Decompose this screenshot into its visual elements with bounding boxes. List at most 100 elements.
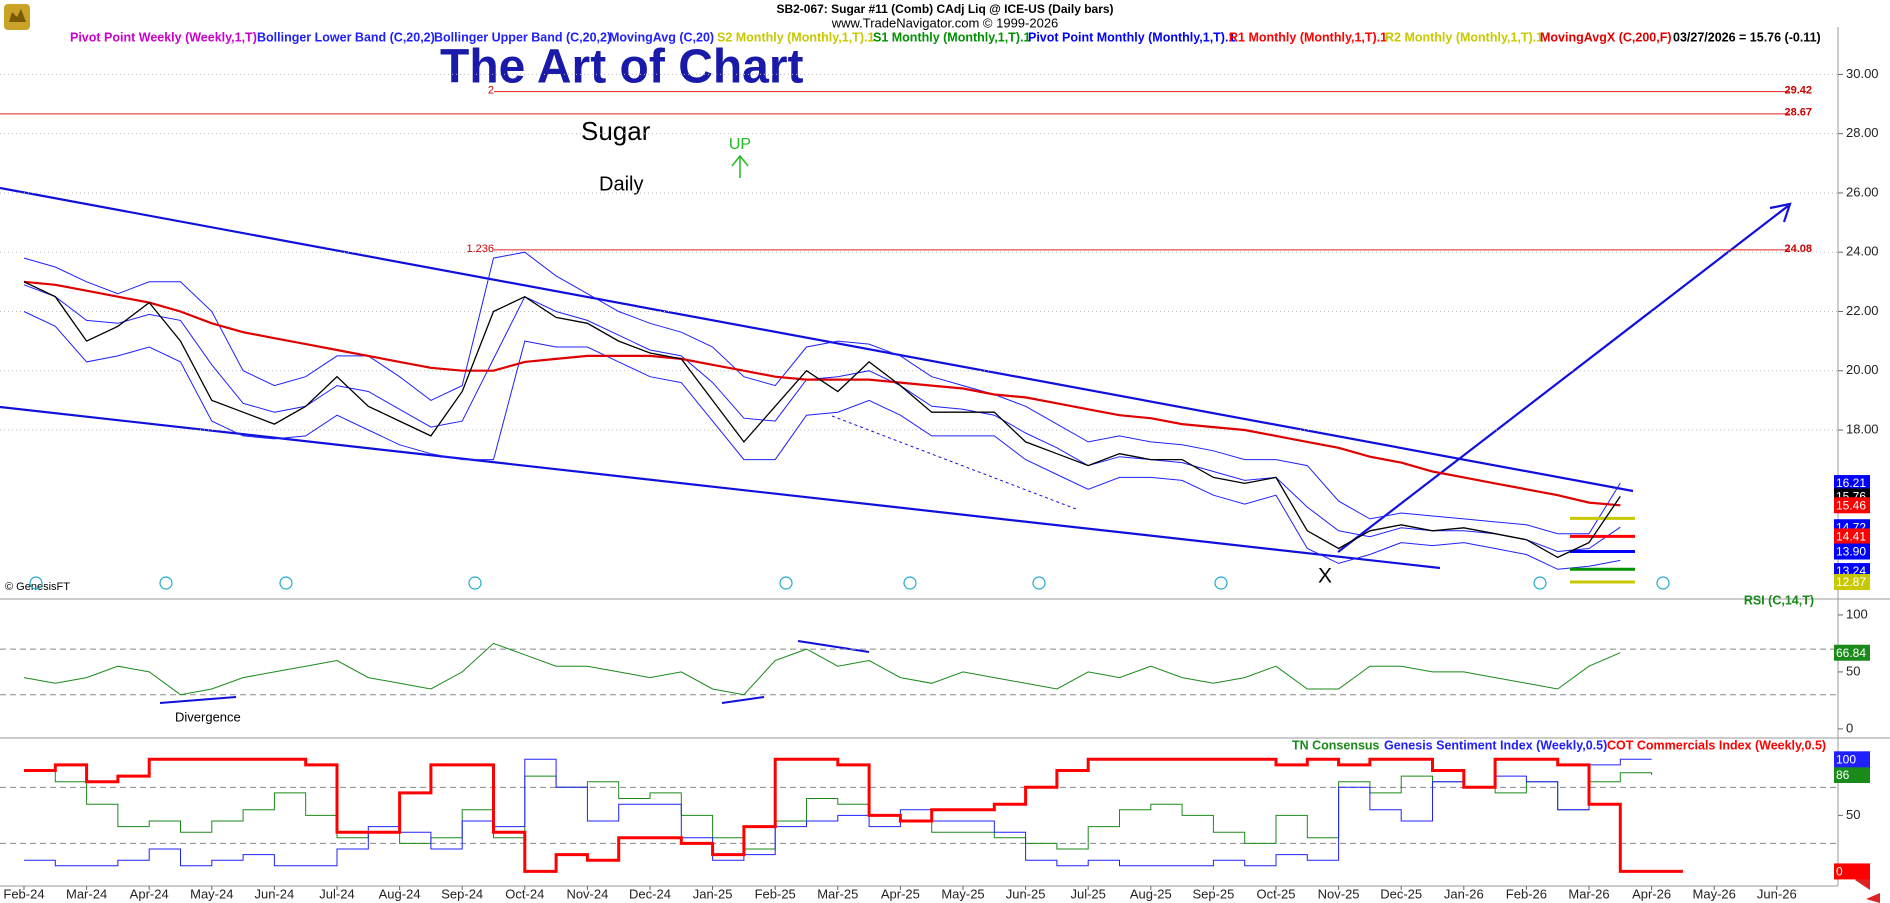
divergence-label: Divergence	[175, 709, 241, 724]
x-tick-label: Apr-25	[881, 886, 920, 901]
x-tick-label: Mar-25	[817, 886, 858, 901]
last-value-tag: 0	[1836, 865, 1843, 879]
indicator-line	[23, 251, 1621, 535]
last-value-tag-box	[1834, 863, 1870, 880]
x-tick-label: Nov-25	[1318, 886, 1360, 901]
price-tag-box	[1834, 574, 1870, 591]
sentiment-line	[24, 758, 1652, 867]
indicator-line	[23, 311, 1621, 570]
y-tick-label: 22.00	[1846, 303, 1879, 318]
x-tick-label: Dec-25	[1380, 886, 1422, 901]
trendlines	[0, 186, 1792, 570]
last-value-tag: 66.84	[1836, 646, 1866, 660]
price-tag: 13.90	[1836, 545, 1866, 559]
sentiment-line	[24, 757, 1683, 873]
x-tick-label: Mar-26	[1568, 886, 1609, 901]
price-tag-box	[1834, 528, 1870, 545]
x-tick-label: May-24	[190, 886, 233, 901]
panel-title: RSI (C,14,T)	[1744, 593, 1814, 607]
pivot-mark: X	[1318, 565, 1332, 588]
x-tick-label: May-25	[941, 886, 984, 901]
trendline-dashed	[831, 415, 1077, 510]
y-tick-label: 18.00	[1846, 421, 1879, 436]
legend-item: R1 Monthly (Monthly,1,T).1	[1229, 30, 1387, 44]
period-label: Daily	[599, 173, 643, 195]
x-tick-label: Feb-25	[755, 886, 796, 901]
price-line	[23, 281, 1621, 559]
rsi-line	[23, 642, 1621, 696]
legend-item: MovingAvgX (C,200,F)	[1540, 30, 1672, 44]
x-tick-label: Jul-24	[319, 886, 354, 901]
divergence-lines	[159, 640, 870, 704]
y-tick-label: 30.00	[1846, 66, 1879, 81]
x-tick-label: Jun-26	[1757, 886, 1797, 901]
x-tick-label: Aug-25	[1130, 886, 1172, 901]
fib-level-value: 28.67	[1784, 107, 1812, 119]
x-tick-label: Sep-24	[441, 886, 483, 901]
indicator-line	[23, 280, 1621, 507]
x-tick-label: Apr-24	[130, 886, 169, 901]
last-value-tag-box	[1834, 767, 1870, 783]
last-value-tag-box	[1834, 644, 1870, 661]
signal-label: UP	[729, 136, 751, 153]
indicator-line	[23, 284, 1621, 553]
legend-item: Pivot Point Weekly (Weekly,1,T)	[70, 30, 257, 44]
legend-item: R2 Monthly (Monthly,1,T).1	[1385, 30, 1543, 44]
legend-item: Pivot Point Monthly (Monthly,1,T).1	[1028, 30, 1235, 44]
legend-item: COT Commercials Index (Weekly,0.5)	[1607, 738, 1826, 752]
sentiment-line	[24, 770, 1653, 850]
x-tick-label: Jul-25	[1070, 886, 1105, 901]
x-tick-label: Feb-24	[3, 886, 44, 901]
y-tick-label: 0	[1846, 720, 1853, 735]
fib-level-value: 24.08	[1784, 243, 1812, 255]
credit: © GenesisFT	[5, 581, 70, 593]
fib-level-value: 29.42	[1784, 85, 1812, 97]
x-tick-label: Jan-25	[693, 886, 733, 901]
y-tick-label: 100	[1846, 606, 1868, 621]
x-tick-label: May-26	[1693, 886, 1736, 901]
fib-level-name: 2	[488, 85, 494, 97]
y-tick-label: 28.00	[1846, 125, 1879, 140]
x-tick-label: Mar-24	[66, 886, 107, 901]
price-tag: 14.41	[1836, 530, 1866, 544]
legend-item: S1 Monthly (Monthly,1,T).1	[873, 30, 1030, 44]
price-tag-box	[1834, 497, 1870, 514]
x-tick-label: Jan-26	[1444, 886, 1484, 901]
legend-item: Bollinger Lower Band (C,20,2)	[257, 30, 435, 44]
x-tick-label: Apr-26	[1632, 886, 1671, 901]
chart-subtitle: www.TradeNavigator.com © 1999-2026	[831, 15, 1059, 30]
y-tick-label: 24.00	[1846, 244, 1879, 259]
logo	[4, 4, 30, 30]
y-tick-label: 20.00	[1846, 362, 1879, 377]
legend-item: S2 Monthly (Monthly,1,T).1	[717, 30, 874, 44]
price-tag: 12.87	[1836, 575, 1866, 589]
x-tick-label: Oct-25	[1256, 886, 1295, 901]
x-tick-label: Feb-26	[1506, 886, 1547, 901]
legend-item: TN Consensus	[1292, 738, 1380, 752]
x-tick-label: Aug-24	[379, 886, 421, 901]
signal-arrow	[731, 154, 749, 178]
headline: The Art of Chart	[440, 41, 804, 94]
y-tick-label: 26.00	[1846, 184, 1879, 199]
legend-item: Genesis Sentiment Index (Weekly,0.5)	[1384, 738, 1607, 752]
y-tick-label: 50	[1846, 663, 1860, 678]
event-icons	[29, 576, 1670, 590]
x-tick-label: Nov-24	[566, 886, 608, 901]
last-value-tag-box	[1834, 751, 1870, 768]
x-tick-label: Dec-24	[629, 886, 671, 901]
fib-level-name: 1.236	[466, 243, 494, 255]
symbol-label: Sugar	[581, 116, 651, 146]
legend-item: MovingAvg (C,20)	[609, 30, 714, 44]
price-tag: 16.21	[1836, 476, 1866, 490]
price-tag-box	[1834, 543, 1870, 560]
last-value-tag: 100	[1836, 752, 1856, 766]
chart-title: SB2-067: Sugar #11 (Comb) CAdj Liq @ ICE…	[776, 2, 1113, 16]
price-tag-box	[1834, 475, 1870, 492]
legend-item: Bollinger Upper Band (C,20,2)	[434, 30, 611, 44]
x-tick-label: Oct-24	[505, 886, 544, 901]
last-value-tag: 86	[1836, 768, 1850, 782]
price-tag: 15.46	[1836, 498, 1866, 512]
